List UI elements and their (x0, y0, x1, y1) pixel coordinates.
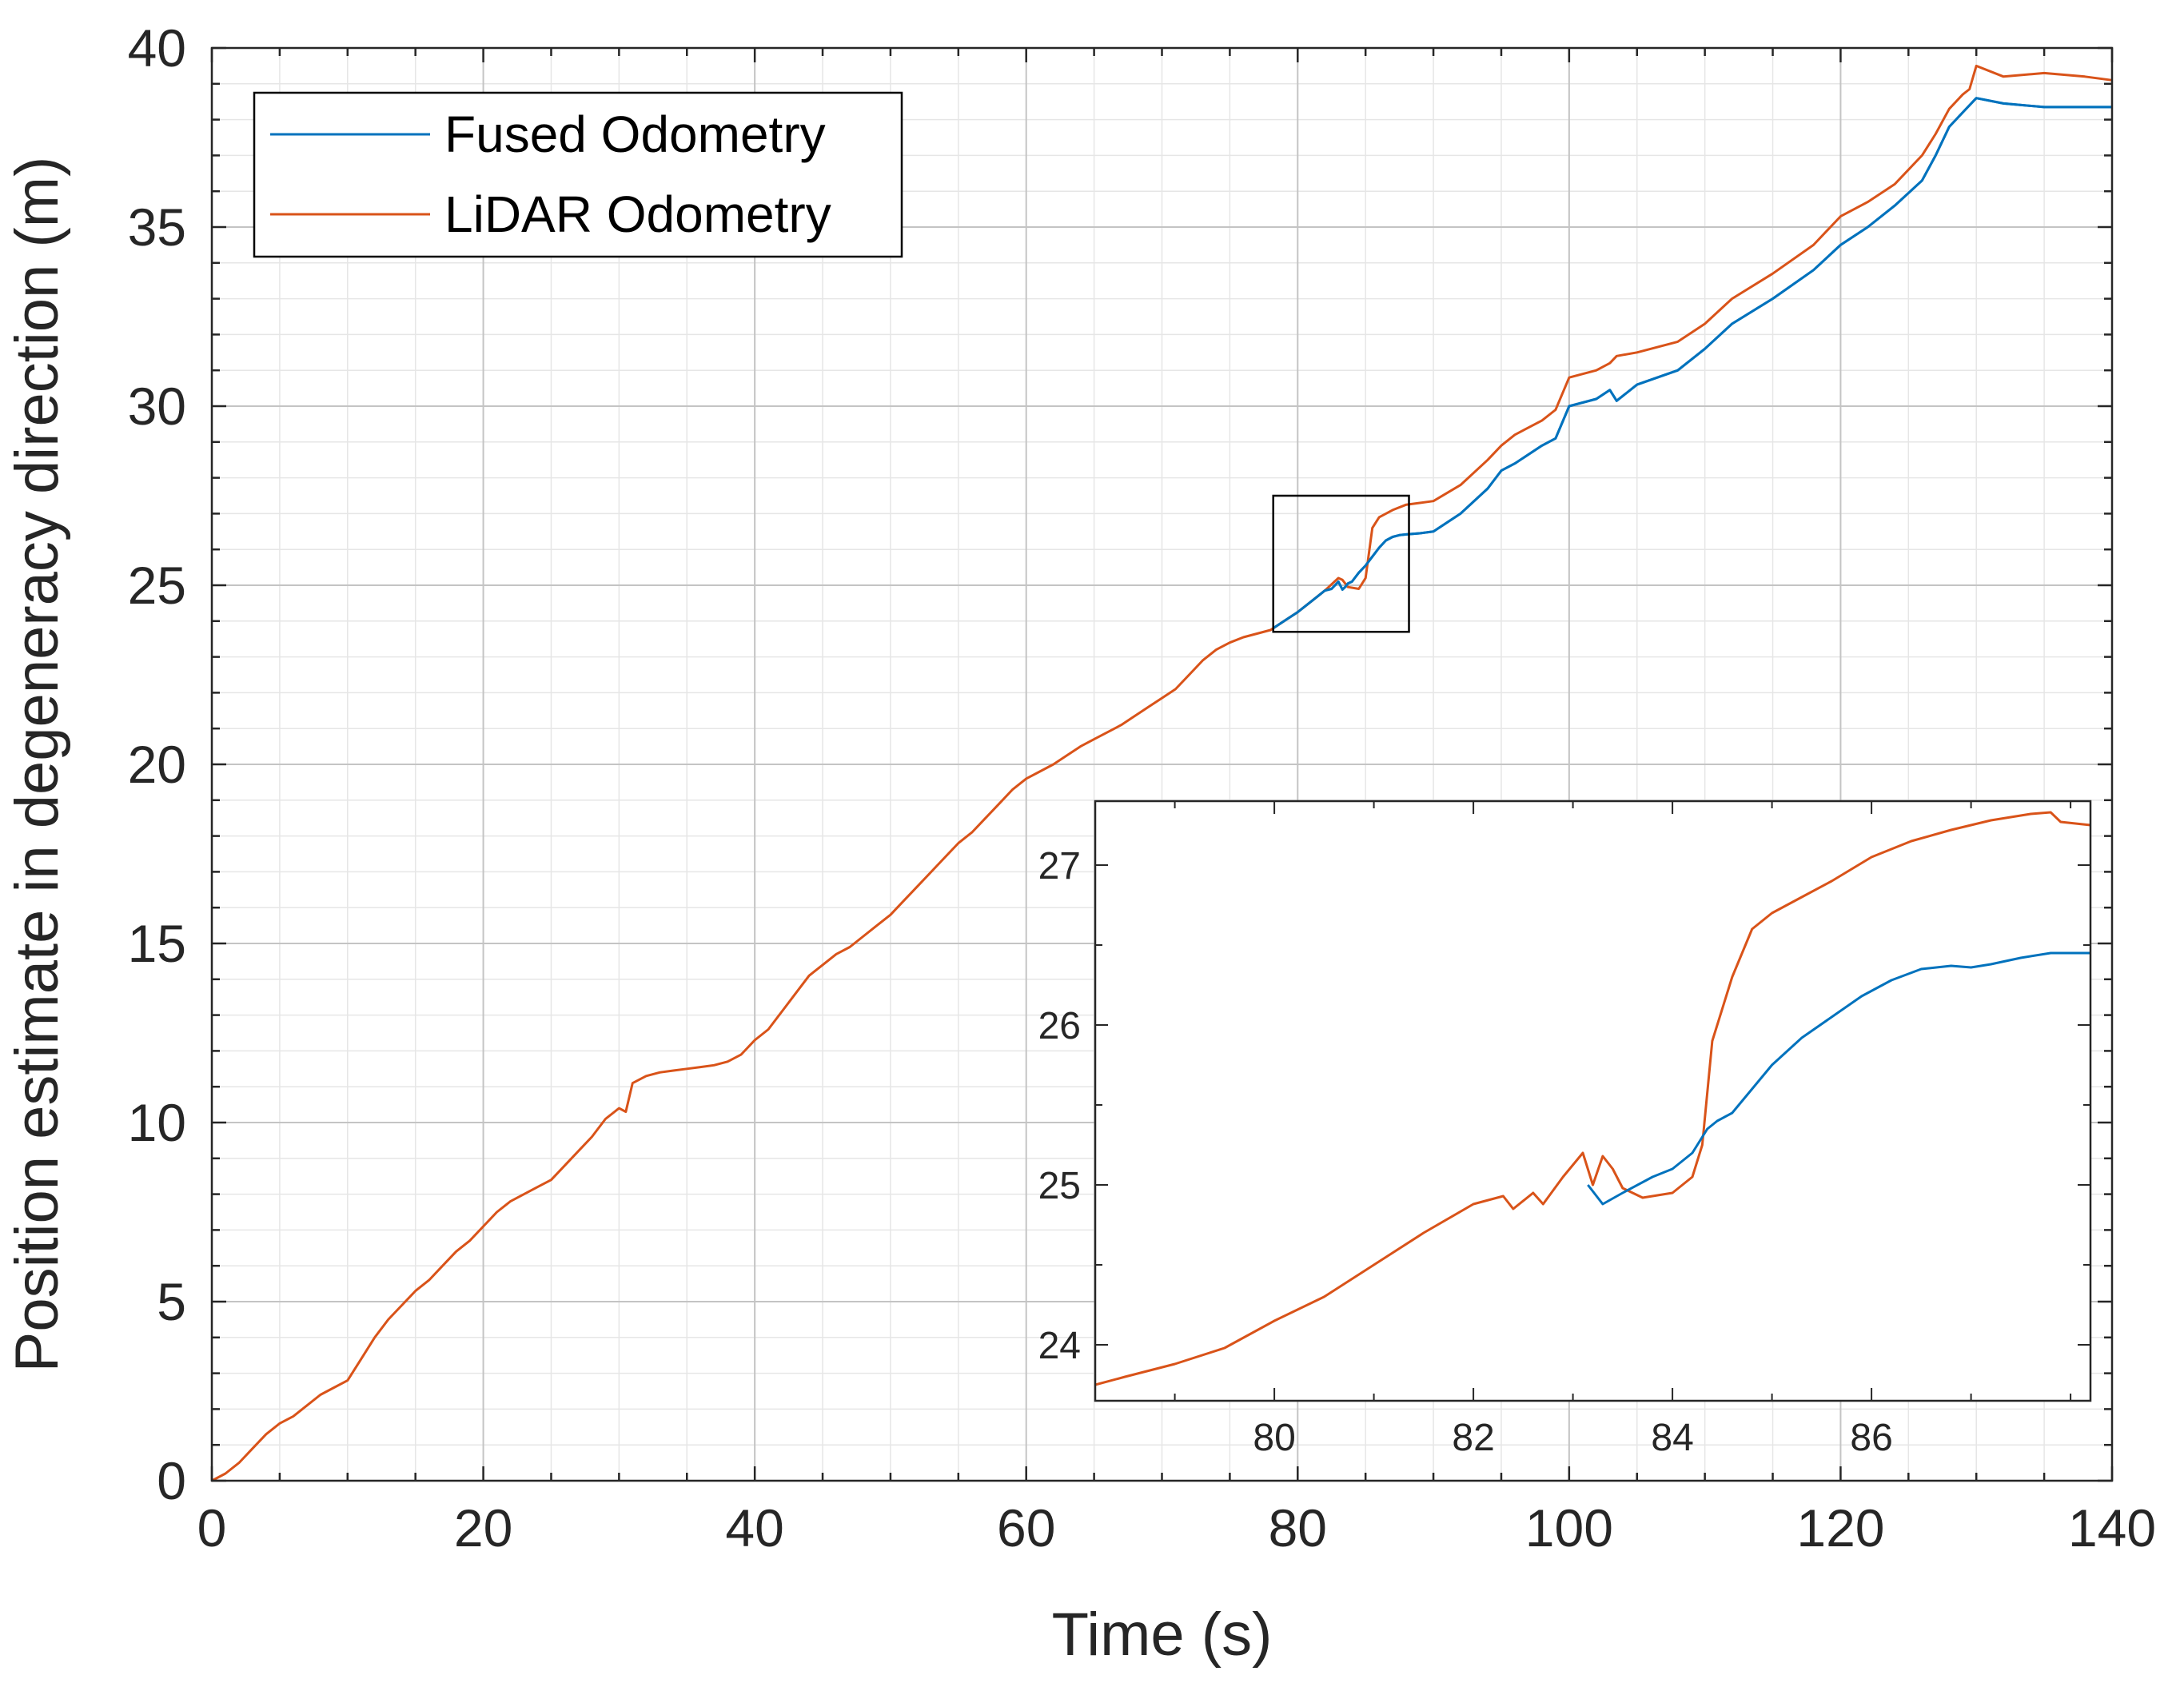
inset-x-tick-label: 84 (1651, 1417, 1693, 1459)
inset-y-tick-label: 25 (1038, 1165, 1081, 1207)
inset-x-tick-label: 82 (1452, 1417, 1494, 1459)
legend-box (253, 91, 903, 258)
inset-axis-ticks: 80 82 84 86 24 25 26 27 (1038, 801, 2090, 1459)
zoom-box-layer (1272, 494, 1410, 633)
inset-series-line-lidar-odometry (1094, 811, 2091, 1386)
legend-label-lidar: LiDAR Odometry (444, 185, 831, 243)
inset-y-tick-label: 24 (1038, 1325, 1081, 1367)
y-tick-label: 15 (128, 914, 186, 973)
y-axis-title: Position estimate in degeneracy directio… (3, 157, 71, 1373)
main-plot-lines (211, 64, 2113, 1482)
zoom-region-box (1272, 494, 1410, 633)
y-tick-label: 40 (128, 18, 186, 78)
inset-x-tick-label: 80 (1253, 1417, 1295, 1459)
series-line-lidar-odometry (211, 64, 2113, 1482)
inset-y-tick-label: 26 (1038, 1005, 1081, 1047)
x-tick-label: 100 (1525, 1498, 1613, 1557)
y-tick-label: 5 (157, 1272, 186, 1331)
x-tick-label: 0 (197, 1498, 227, 1557)
x-tick-label: 80 (1269, 1498, 1327, 1557)
series-line-fused-odometry-top (1272, 97, 2112, 630)
y-tick-label: 30 (128, 377, 186, 436)
x-tick-label: 120 (1796, 1498, 1884, 1557)
y-tick-label: 25 (128, 556, 186, 615)
inset-background (1095, 801, 2090, 1401)
inset-zoom-plot: 80 82 84 86 24 25 26 27 (1038, 800, 2092, 1459)
y-tick-label: 35 (128, 197, 186, 257)
x-tick-label: 60 (997, 1498, 1055, 1557)
legend: Fused Odometry LiDAR Odometry (253, 91, 903, 258)
x-axis-title: Time (s) (1052, 1601, 1273, 1669)
x-tick-label: 40 (725, 1498, 783, 1557)
y-tick-label: 10 (128, 1093, 186, 1152)
main-axis-ticks: 0 20 40 60 80 100 120 140 0 5 10 15 20 25 30 35 40 (128, 18, 2156, 1557)
inset-y-tick-label: 27 (1038, 845, 1081, 887)
inset-x-tick-label: 86 (1850, 1417, 1892, 1459)
x-tick-label: 20 (454, 1498, 512, 1557)
inset-series-line-fused-odometry (1587, 951, 2090, 1206)
y-tick-label: 20 (128, 735, 186, 794)
inset-axes-frame (1094, 800, 2092, 1402)
x-tick-label: 140 (2068, 1498, 2156, 1557)
legend-label-fused: Fused Odometry (444, 106, 826, 163)
y-tick-label: 0 (157, 1451, 186, 1510)
inset-plot-lines (1094, 811, 2091, 1386)
